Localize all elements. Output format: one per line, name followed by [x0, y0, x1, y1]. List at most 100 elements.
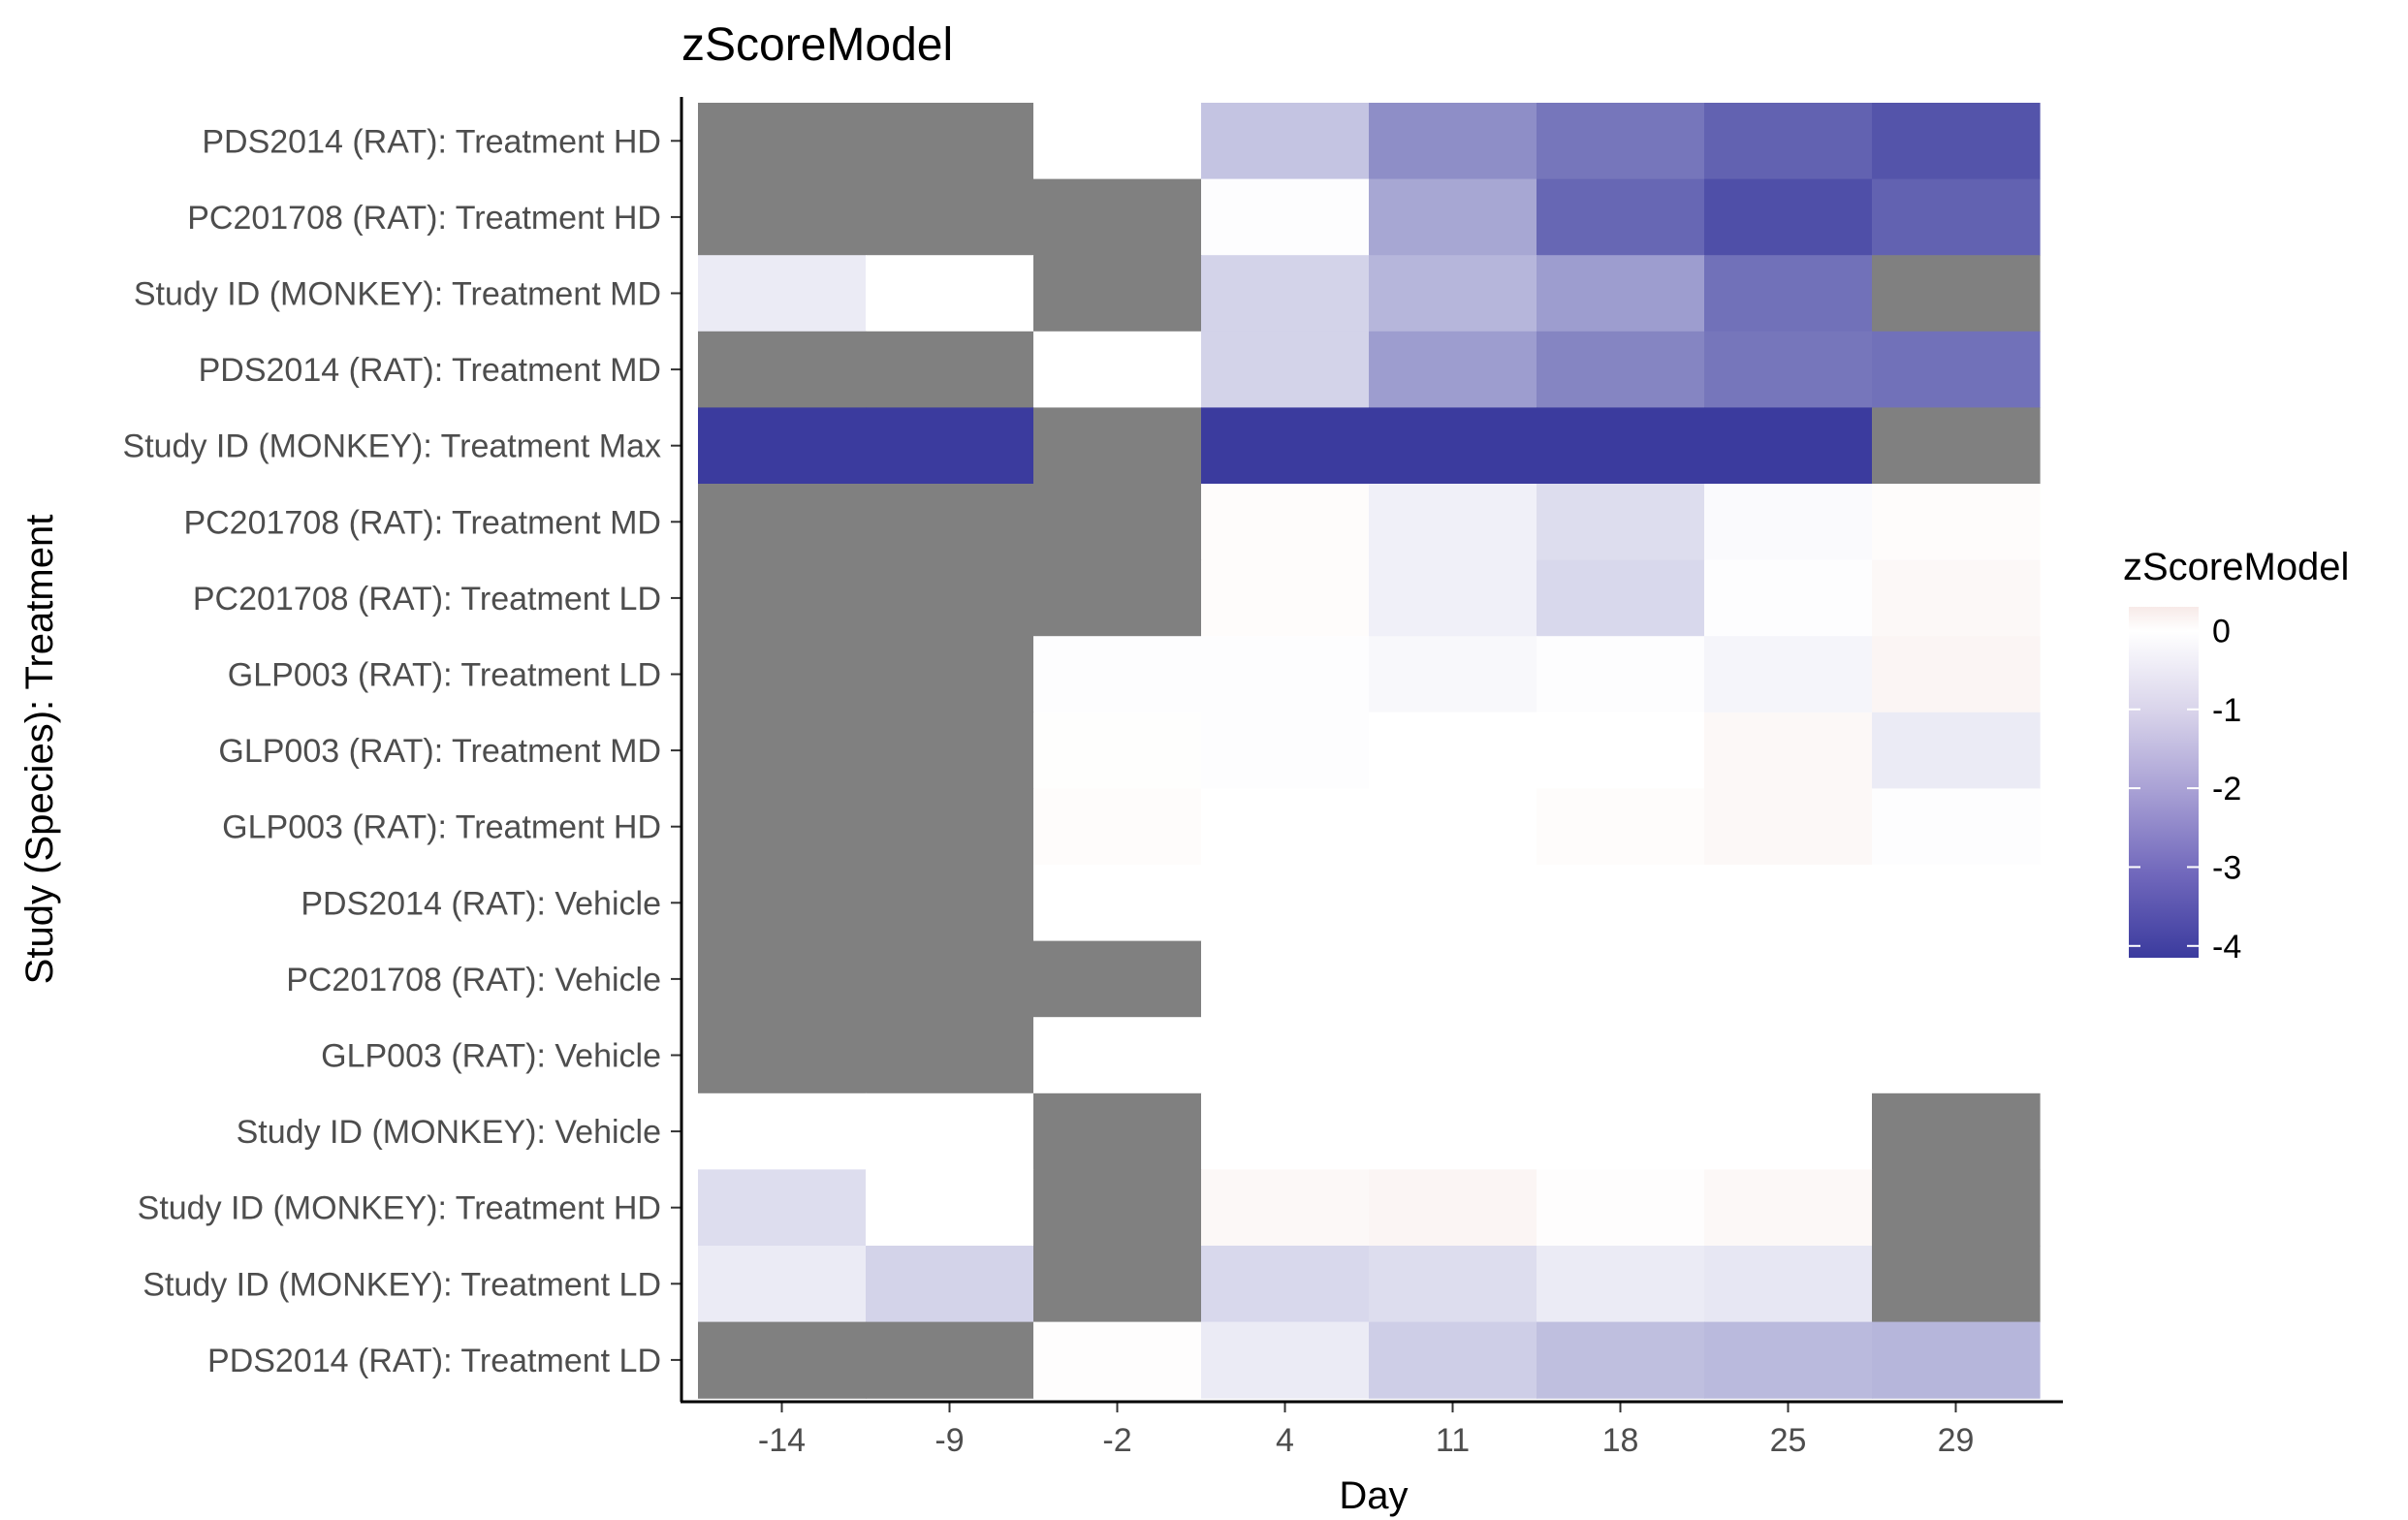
heatmap-cell — [866, 559, 1034, 637]
heatmap-cell — [1201, 940, 1370, 1018]
heatmap-cell — [1537, 103, 1705, 180]
chart-title: zScoreModel — [681, 19, 953, 71]
y-tick-label: GLP003 (RAT): Treatment MD — [218, 733, 661, 770]
heatmap-cell — [1369, 1092, 1537, 1170]
heatmap-cell — [698, 1092, 867, 1170]
heatmap-cell — [1201, 1246, 1370, 1323]
heatmap-cell — [1537, 712, 1705, 789]
heatmap-cell — [698, 940, 867, 1018]
heatmap-cell — [698, 407, 867, 485]
x-tick-label: 4 — [1276, 1422, 1294, 1459]
heatmap-cell — [1033, 1017, 1202, 1094]
heatmap-cell — [1201, 712, 1370, 789]
heatmap-cell — [1201, 1321, 1370, 1399]
heatmap-cell — [1033, 940, 1202, 1018]
x-tick-label: -14 — [758, 1422, 806, 1459]
y-tick-label: Study ID (MONKEY): Treatment Max — [123, 428, 661, 465]
x-tick-label: -9 — [935, 1422, 964, 1459]
legend-tick-label: 0 — [2212, 613, 2231, 649]
heatmap-cell — [1033, 788, 1202, 866]
legend-colorbar — [2129, 607, 2199, 958]
heatmap-cell — [1201, 103, 1370, 180]
x-axis-ticks: -14 -9 -2 4 11 18 25 29 — [758, 1402, 1974, 1459]
heatmap-cell — [1704, 1321, 1873, 1399]
heatmap-cell — [866, 484, 1034, 561]
heatmap-cell — [1872, 331, 2041, 408]
heatmap-cell — [866, 1017, 1034, 1094]
legend-tick-label: -1 — [2212, 692, 2241, 729]
heatmap-cell — [1201, 178, 1370, 256]
heatmap-cell — [1537, 178, 1705, 256]
heatmap-cell — [698, 331, 867, 408]
heatmap-cell — [866, 331, 1034, 408]
heatmap-cell — [866, 940, 1034, 1018]
heatmap-cell — [1201, 1092, 1370, 1170]
heatmap-cell — [1872, 1246, 2041, 1323]
heatmap-cell — [698, 255, 867, 332]
heatmap-cell — [698, 788, 867, 866]
heatmap-cell — [1704, 1246, 1873, 1323]
heatmap-cell — [1369, 788, 1537, 866]
heatmap-cell — [1369, 1017, 1537, 1094]
heatmap-cell — [1872, 255, 2041, 332]
heatmap-cell — [1704, 1017, 1873, 1094]
heatmap-cell — [1369, 103, 1537, 180]
heatmap-cell — [1033, 559, 1202, 637]
heatmap-cell — [1033, 1092, 1202, 1170]
legend-tick-label: -2 — [2212, 771, 2241, 808]
heatmap-cell — [698, 1017, 867, 1094]
y-tick-label: PDS2014 (RAT): Treatment LD — [207, 1343, 661, 1379]
heatmap-cell — [1872, 559, 2041, 637]
heatmap-cell — [1201, 255, 1370, 332]
heatmap-cell — [866, 788, 1034, 866]
y-tick-label: PDS2014 (RAT): Treatment HD — [202, 123, 661, 160]
heatmap-cell — [1033, 636, 1202, 713]
heatmap-cell — [698, 484, 867, 561]
heatmap-cell — [1872, 407, 2041, 485]
heatmap-cell — [1704, 712, 1873, 789]
heatmap-cell — [866, 1092, 1034, 1170]
heatmap-cell — [1033, 331, 1202, 408]
heatmap-cell — [1537, 1092, 1705, 1170]
heatmap-cell — [1033, 865, 1202, 942]
y-tick-label: GLP003 (RAT): Treatment HD — [222, 809, 661, 846]
x-tick-label: 25 — [1770, 1422, 1807, 1459]
heatmap-cell — [1537, 255, 1705, 332]
heatmap-cell — [698, 178, 867, 256]
y-tick-label: Study ID (MONKEY): Treatment LD — [143, 1266, 661, 1303]
heatmap-cell — [1369, 1321, 1537, 1399]
heatmap-cell — [1537, 1321, 1705, 1399]
heatmap-cell — [1369, 255, 1537, 332]
heatmap-cell — [1704, 559, 1873, 637]
heatmap-cell — [1033, 103, 1202, 180]
y-tick-label: PDS2014 (RAT): Treatment MD — [199, 352, 661, 389]
heatmap-cell — [1033, 178, 1202, 256]
y-tick-label: PDS2014 (RAT): Vehicle — [301, 885, 661, 922]
x-tick-label: 18 — [1602, 1422, 1639, 1459]
heatmap-cell — [1704, 940, 1873, 1018]
heatmap-cell — [1201, 331, 1370, 408]
heatmap-cell — [1369, 178, 1537, 256]
heatmap-cell — [866, 1321, 1034, 1399]
heatmap-cell — [1872, 103, 2041, 180]
x-axis-title: Day — [1339, 1474, 1408, 1517]
heatmap-cell — [866, 255, 1034, 332]
heatmap-cell — [1537, 484, 1705, 561]
y-tick-label: PC201708 (RAT): Treatment LD — [193, 581, 661, 618]
heatmap-cell — [698, 712, 867, 789]
heatmap-cell — [698, 1246, 867, 1323]
heatmap-cell — [698, 636, 867, 713]
heatmap-cell — [1369, 940, 1537, 1018]
heatmap-cell — [698, 1169, 867, 1247]
heatmap-cell — [1872, 1169, 2041, 1247]
heatmap-cell — [1872, 865, 2041, 942]
heatmap-cell — [866, 1169, 1034, 1247]
heatmap-cell — [1201, 559, 1370, 637]
heatmap-cell — [1537, 940, 1705, 1018]
heatmap-cell — [1369, 484, 1537, 561]
heatmap-cell — [866, 865, 1034, 942]
y-tick-label: PC201708 (RAT): Vehicle — [286, 962, 661, 998]
heatmap-cell — [1201, 407, 1370, 485]
heatmap-cell — [1872, 788, 2041, 866]
y-tick-label: GLP003 (RAT): Treatment LD — [228, 657, 661, 694]
